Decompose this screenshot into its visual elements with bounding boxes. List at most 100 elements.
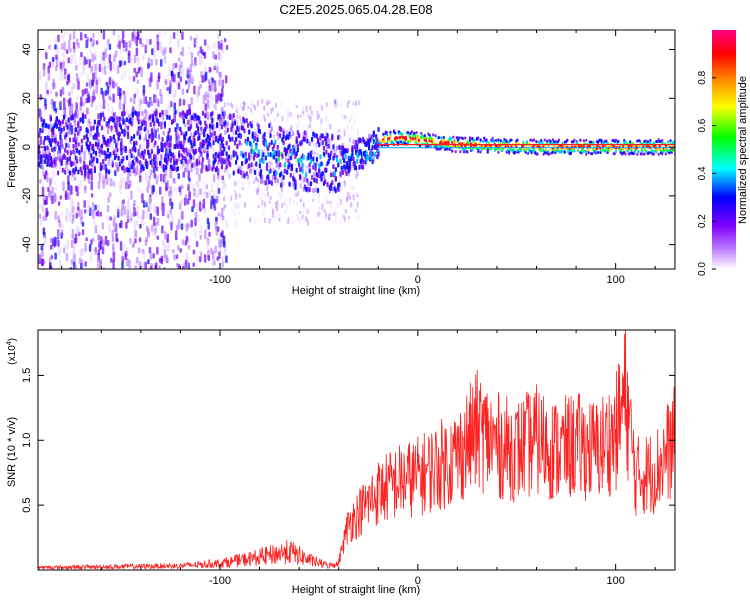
heatmap-ridge-cell bbox=[86, 137, 89, 143]
heatmap-noise-cell bbox=[304, 217, 307, 222]
heatmap-noise-cell bbox=[149, 266, 153, 269]
heatmap-noise-cell bbox=[83, 56, 87, 66]
heatmap-noise-cell bbox=[161, 225, 164, 234]
heatmap-noise-cell bbox=[180, 184, 184, 190]
heatmap-noise-cell bbox=[52, 78, 55, 88]
heatmap-ridge-cell bbox=[110, 127, 113, 133]
heatmap-noise-cell bbox=[109, 61, 112, 71]
heatmap-noise-cell bbox=[51, 187, 54, 194]
heatmap-noise-cell bbox=[281, 203, 284, 209]
heatmap-ridge-cell bbox=[41, 128, 44, 134]
heatmap-ridge-cell bbox=[157, 148, 161, 154]
heatmap-ridge-cell bbox=[122, 119, 125, 125]
heatmap-noise-cell bbox=[349, 117, 352, 123]
heatmap-ridge-cell bbox=[236, 144, 239, 150]
heatmap-noise-cell bbox=[148, 169, 151, 176]
heatmap-noise-cell bbox=[86, 108, 89, 114]
heatmap-noise-cell bbox=[68, 33, 72, 41]
heatmap-noise-cell bbox=[139, 99, 143, 105]
colorbar-tick-label: 0.0 bbox=[697, 262, 708, 276]
heatmap-noise-cell bbox=[181, 198, 185, 204]
heatmap-ridge-cell bbox=[492, 140, 495, 144]
heatmap-ridge-cell bbox=[383, 135, 386, 139]
heatmap-noise-cell bbox=[92, 219, 96, 225]
heatmap-noise-cell bbox=[77, 201, 80, 209]
heatmap-ridge-cell bbox=[140, 167, 143, 173]
heatmap-ridge-cell bbox=[115, 153, 118, 159]
heatmap-ridge-cell bbox=[280, 171, 283, 177]
heatmap-noise-cell bbox=[172, 62, 175, 70]
heatmap-ridge-cell bbox=[92, 156, 95, 162]
heatmap-ridge-cell bbox=[194, 130, 197, 136]
heatmap-noise-cell bbox=[113, 214, 116, 221]
heatmap-noise-cell bbox=[106, 239, 110, 247]
heatmap-noise-cell bbox=[77, 227, 80, 235]
heatmap-noise-cell bbox=[164, 174, 167, 185]
heatmap-noise-cell bbox=[98, 171, 102, 182]
heatmap-noise-cell bbox=[202, 94, 206, 105]
heatmap-noise-cell bbox=[99, 211, 102, 217]
snr-xlabel: Height of straight line (km) bbox=[292, 584, 420, 596]
heatmap-ridge-cell bbox=[485, 138, 488, 142]
heatmap-noise-cell bbox=[88, 121, 92, 128]
heatmap-ridge-cell bbox=[189, 124, 193, 130]
heatmap-noise-cell bbox=[172, 94, 176, 102]
heatmap-ridge-cell bbox=[414, 136, 417, 140]
heatmap-ridge-cell bbox=[605, 144, 608, 148]
heatmap-ridge-cell bbox=[370, 155, 373, 161]
heatmap-noise-cell bbox=[193, 188, 196, 197]
heatmap-noise-cell bbox=[66, 192, 69, 200]
heatmap-ridge-cell bbox=[87, 146, 91, 152]
chart-title: C2E5.2025.065.04.28.E08 bbox=[279, 2, 432, 17]
heatmap-ridge-cell bbox=[535, 140, 538, 144]
heatmap-noise-cell bbox=[77, 183, 81, 194]
heatmap-noise-cell bbox=[153, 172, 157, 179]
heatmap-noise-cell bbox=[62, 61, 65, 70]
heatmap-ridge-cell bbox=[94, 150, 98, 156]
heatmap-ridge-cell bbox=[188, 109, 191, 115]
heatmap-noise-cell bbox=[52, 151, 55, 159]
heatmap-noise-cell bbox=[232, 128, 235, 136]
heatmap-noise-cell bbox=[44, 235, 48, 246]
heatmap-ridge-cell bbox=[97, 142, 100, 148]
heatmap-noise-cell bbox=[213, 82, 217, 91]
heatmap-noise-cell bbox=[260, 196, 263, 201]
heatmap-ridge-cell bbox=[316, 173, 320, 179]
heatmap-noise-cell bbox=[62, 97, 66, 103]
heatmap-noise-cell bbox=[89, 252, 93, 262]
heatmap-noise-cell bbox=[94, 247, 97, 256]
heatmap-ridge-cell bbox=[473, 138, 476, 142]
heatmap-noise-cell bbox=[223, 246, 227, 256]
heatmap-noise-cell bbox=[85, 82, 89, 87]
heatmap-noise-cell bbox=[172, 249, 175, 254]
heatmap-noise-cell bbox=[83, 150, 86, 161]
heatmap-noise-cell bbox=[257, 204, 260, 209]
heatmap-noise-cell bbox=[38, 252, 42, 261]
heatmap-noise-cell bbox=[196, 168, 200, 173]
heatmap-ridge-cell bbox=[142, 155, 145, 161]
heatmap-ridge-cell bbox=[65, 142, 68, 148]
heatmap-noise-cell bbox=[204, 208, 207, 214]
heatmap-ridge-cell bbox=[264, 140, 267, 146]
heatmap-noise-cell bbox=[169, 169, 172, 179]
heatmap-noise-cell bbox=[235, 181, 238, 187]
heatmap-ridge-cell bbox=[277, 149, 280, 155]
heatmap-noise-cell bbox=[45, 80, 49, 85]
heatmap-noise-cell bbox=[45, 83, 48, 92]
heatmap-ridge-cell bbox=[124, 123, 127, 129]
heatmap-noise-cell bbox=[123, 205, 126, 216]
heatmap-ridge-cell bbox=[479, 138, 482, 142]
heatmap-noise-cell bbox=[343, 180, 346, 184]
heatmap-ridge-cell bbox=[119, 142, 123, 148]
heatmap-noise-cell bbox=[356, 129, 359, 136]
heatmap-noise-cell bbox=[69, 103, 73, 109]
heatmap-noise-cell bbox=[299, 198, 302, 203]
heatmap-noise-cell bbox=[128, 75, 131, 81]
heatmap-ridge-cell bbox=[426, 141, 429, 145]
heatmap-noise-cell bbox=[333, 212, 336, 217]
heatmap-noise-cell bbox=[77, 43, 80, 49]
heatmap-noise-cell bbox=[213, 198, 216, 208]
heatmap-noise-cell bbox=[221, 79, 225, 89]
heatmap-noise-cell bbox=[250, 111, 253, 116]
heatmap-noise-cell bbox=[302, 203, 305, 208]
